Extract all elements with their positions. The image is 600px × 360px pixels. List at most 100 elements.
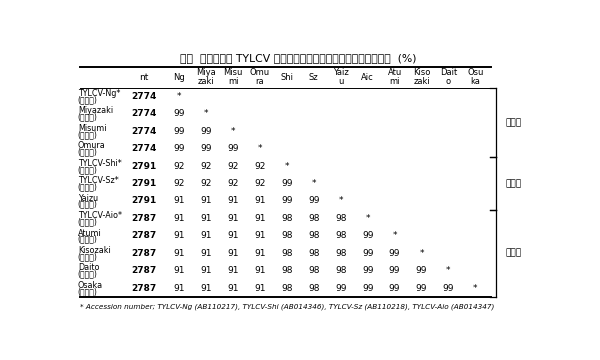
Text: 91: 91: [254, 197, 266, 206]
Text: Omura: Omura: [78, 141, 106, 150]
Text: 91: 91: [173, 266, 185, 275]
Text: 99: 99: [281, 179, 293, 188]
Text: TYLCV-Shi*: TYLCV-Shi*: [78, 159, 122, 168]
Text: 99: 99: [362, 266, 373, 275]
Text: (愛知県): (愛知県): [78, 235, 98, 244]
Text: 91: 91: [200, 284, 212, 293]
Text: Yaiz
u: Yaiz u: [333, 68, 349, 86]
Text: 98: 98: [308, 249, 320, 258]
Text: TYLCV-Sz*: TYLCV-Sz*: [78, 176, 119, 185]
Text: 愛知株: 愛知株: [505, 249, 521, 258]
Text: *: *: [177, 92, 181, 101]
Text: 91: 91: [227, 231, 239, 240]
Text: Yaizu: Yaizu: [78, 194, 98, 203]
Text: 91: 91: [173, 249, 185, 258]
Text: 99: 99: [362, 249, 373, 258]
Text: 2791: 2791: [131, 179, 157, 188]
Text: Sz: Sz: [309, 72, 319, 81]
Text: 91: 91: [254, 284, 266, 293]
Text: Dait
o: Dait o: [440, 68, 457, 86]
Text: 99: 99: [335, 284, 346, 293]
Text: 98: 98: [308, 231, 320, 240]
Text: 99: 99: [308, 197, 320, 206]
Text: (静岡県): (静岡県): [78, 182, 98, 191]
Text: 99: 99: [200, 144, 212, 153]
Text: 2787: 2787: [131, 284, 157, 293]
Text: Osu
ka: Osu ka: [467, 68, 484, 86]
Text: 91: 91: [200, 266, 212, 275]
Text: 91: 91: [227, 214, 239, 223]
Text: 98: 98: [281, 284, 293, 293]
Text: 92: 92: [200, 162, 212, 171]
Text: (静岡県): (静岡県): [78, 287, 98, 296]
Text: Aic: Aic: [361, 72, 374, 81]
Text: (熊本県): (熊本県): [78, 130, 98, 139]
Text: Kisozaki: Kisozaki: [78, 246, 110, 255]
Text: 2774: 2774: [131, 144, 157, 153]
Text: 91: 91: [254, 266, 266, 275]
Text: 98: 98: [308, 214, 320, 223]
Text: 91: 91: [173, 231, 185, 240]
Text: 91: 91: [173, 214, 185, 223]
Text: 98: 98: [335, 249, 346, 258]
Text: 2774: 2774: [131, 127, 157, 136]
Text: 91: 91: [227, 197, 239, 206]
Text: 2787: 2787: [131, 249, 157, 258]
Text: 98: 98: [335, 231, 346, 240]
Text: *: *: [446, 266, 451, 275]
Text: 92: 92: [227, 179, 239, 188]
Text: *: *: [231, 127, 235, 136]
Text: *: *: [473, 284, 478, 293]
Text: (長崎県): (長崎県): [78, 148, 98, 157]
Text: (長崎県): (長崎県): [78, 95, 98, 104]
Text: 99: 99: [416, 284, 427, 293]
Text: Misu
mi: Misu mi: [223, 68, 242, 86]
Text: (宮崎県): (宮崎県): [78, 113, 98, 122]
Text: 2787: 2787: [131, 231, 157, 240]
Text: 92: 92: [254, 179, 266, 188]
Text: Shi: Shi: [280, 72, 293, 81]
Text: 91: 91: [254, 231, 266, 240]
Text: * Accession number; TYLCV-Ng (AB110217), TYLCV-Shi (AB014346), TYLCV-Sz (AB11021: * Accession number; TYLCV-Ng (AB110217),…: [80, 304, 494, 310]
Text: 2791: 2791: [131, 197, 157, 206]
Text: Osaka: Osaka: [78, 281, 103, 290]
Text: 99: 99: [362, 284, 373, 293]
Text: 92: 92: [173, 162, 185, 171]
Text: 91: 91: [173, 197, 185, 206]
Text: *: *: [311, 179, 316, 188]
Text: *: *: [204, 109, 208, 118]
Text: 99: 99: [173, 127, 185, 136]
Text: 91: 91: [200, 249, 212, 258]
Text: 91: 91: [254, 214, 266, 223]
Text: 98: 98: [281, 249, 293, 258]
Text: *: *: [419, 249, 424, 258]
Text: 91: 91: [254, 249, 266, 258]
Text: (静岡県): (静岡県): [78, 200, 98, 209]
Text: Kiso
zaki: Kiso zaki: [413, 68, 430, 86]
Text: 99: 99: [389, 284, 400, 293]
Text: 99: 99: [173, 109, 185, 118]
Text: 99: 99: [389, 266, 400, 275]
Text: Atu
mi: Atu mi: [388, 68, 402, 86]
Text: 98: 98: [308, 266, 320, 275]
Text: 静岡株: 静岡株: [505, 179, 521, 188]
Text: 92: 92: [227, 162, 239, 171]
Text: 長崎株: 長崎株: [505, 118, 521, 127]
Text: *: *: [284, 162, 289, 171]
Text: 99: 99: [443, 284, 454, 293]
Text: 91: 91: [200, 231, 212, 240]
Text: Daito: Daito: [78, 264, 99, 273]
Text: TYLCV-Aio*: TYLCV-Aio*: [78, 211, 122, 220]
Text: 92: 92: [254, 162, 266, 171]
Text: nt: nt: [139, 72, 149, 81]
Text: 98: 98: [281, 231, 293, 240]
Text: Miyazaki: Miyazaki: [78, 107, 113, 116]
Text: 91: 91: [227, 266, 239, 275]
Text: 99: 99: [389, 249, 400, 258]
Text: 98: 98: [335, 266, 346, 275]
Text: *: *: [365, 214, 370, 223]
Text: 99: 99: [362, 231, 373, 240]
Text: 91: 91: [200, 214, 212, 223]
Text: Misumi: Misumi: [78, 124, 106, 133]
Text: 表２  国内各地の TYLCV 分離株間の全ゲノム塩基配列相同性比較  (%): 表２ 国内各地の TYLCV 分離株間の全ゲノム塩基配列相同性比較 (%): [180, 53, 416, 63]
